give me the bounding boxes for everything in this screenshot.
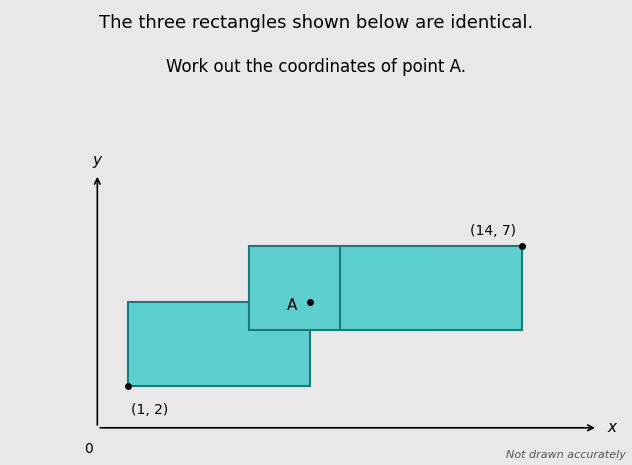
Text: (1, 2): (1, 2): [131, 403, 168, 417]
Bar: [128, 302, 310, 386]
Text: Work out the coordinates of point A.: Work out the coordinates of point A.: [166, 58, 466, 76]
Bar: [340, 246, 522, 330]
Text: x: x: [607, 420, 616, 435]
Text: Not drawn accurately: Not drawn accurately: [506, 450, 626, 460]
Text: y: y: [93, 153, 102, 168]
Text: 0: 0: [84, 442, 93, 456]
Text: (14, 7): (14, 7): [470, 224, 516, 238]
Text: The three rectangles shown below are identical.: The three rectangles shown below are ide…: [99, 14, 533, 32]
Bar: [249, 246, 431, 330]
Text: A: A: [287, 298, 298, 312]
